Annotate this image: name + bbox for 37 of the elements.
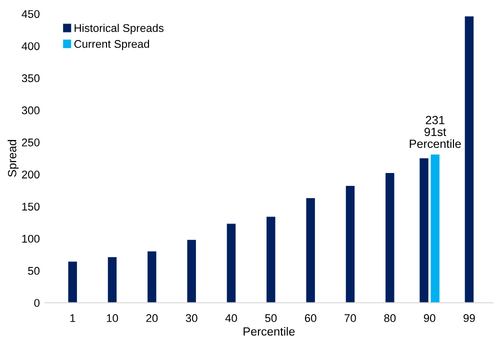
x-axis-title: Percentile: [244, 326, 295, 336]
x-tick-label: 99: [464, 314, 475, 322]
x-tick-label: 80: [384, 314, 396, 322]
x-tick-label: 20: [146, 314, 158, 322]
y-tick-label: 100: [22, 234, 40, 243]
y-tick-label: 450: [22, 10, 40, 18]
x-tick-label: 40: [225, 314, 237, 322]
x-tick-label: 70: [344, 314, 356, 322]
y-tick-label: 300: [22, 106, 40, 114]
bar: [266, 216, 276, 303]
bar: [430, 154, 440, 303]
x-tick-label: 1: [70, 314, 76, 322]
y-tick-label: 150: [22, 202, 40, 211]
y-axis-title: Spread: [8, 140, 19, 177]
y-tick-label: 50: [28, 266, 40, 275]
x-tick-label: 10: [106, 314, 118, 322]
y-tick-label: 250: [22, 138, 40, 146]
x-tick-label: 90: [424, 314, 436, 322]
bar: [386, 173, 394, 303]
bar: [187, 240, 196, 303]
x-tick-label: 30: [186, 314, 198, 322]
bar: [148, 251, 156, 303]
y-tick-label: 0: [34, 299, 40, 307]
bar: [226, 224, 236, 303]
bar: [68, 262, 77, 303]
y-tick-label: 200: [22, 170, 40, 178]
y-tick-label: 350: [22, 74, 40, 82]
legend-label: Historical Spreads: [74, 24, 164, 34]
bar: [464, 16, 474, 303]
annotation: 231 91st Percentile: [410, 116, 461, 148]
x-tick-label: 60: [304, 314, 316, 322]
bar: [108, 257, 117, 303]
bar: [306, 198, 315, 303]
x-tick-label: 50: [265, 314, 277, 322]
bar: [346, 186, 355, 303]
y-tick-label: 400: [22, 42, 40, 50]
legend-label: Current Spread: [74, 40, 150, 50]
